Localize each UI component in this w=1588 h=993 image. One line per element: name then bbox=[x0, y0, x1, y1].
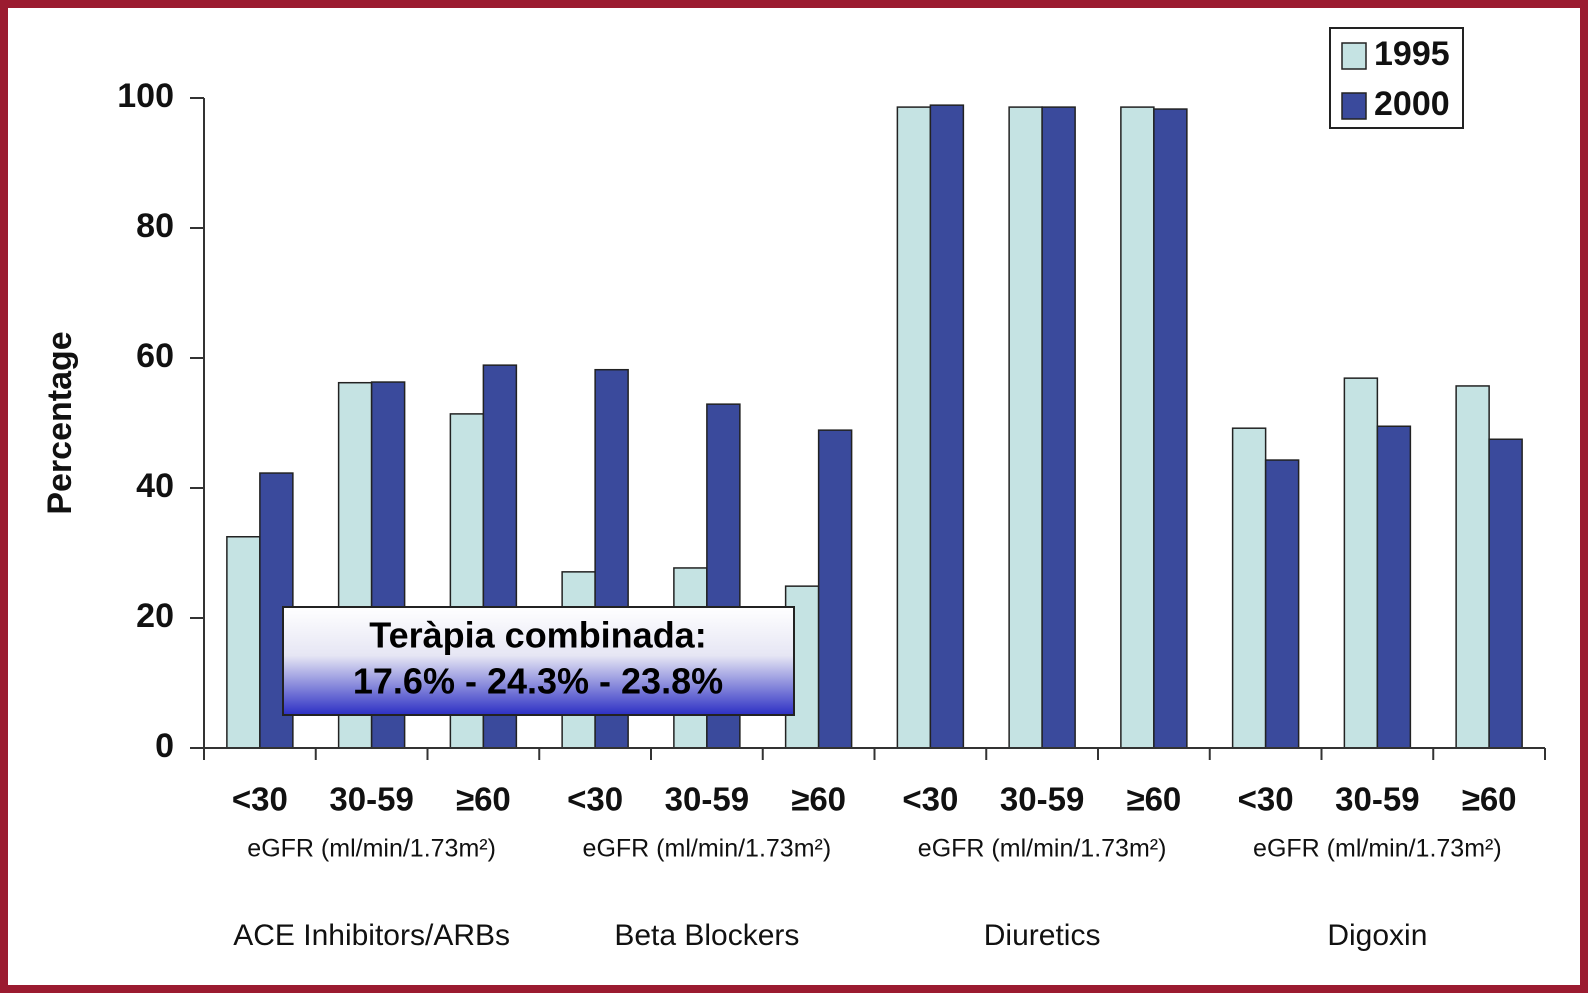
y-tick-label: 0 bbox=[155, 727, 174, 765]
annotation-text: Teràpia combinada: bbox=[369, 615, 706, 656]
bar bbox=[1488, 438, 1523, 749]
x-tick-label: ≥60 bbox=[1126, 781, 1181, 818]
x-tick-label: ≥60 bbox=[1462, 781, 1517, 818]
group-label: Digoxin bbox=[1327, 919, 1427, 952]
bar bbox=[1231, 427, 1267, 749]
x-axis-label: eGFR (ml/min/1.73m²) bbox=[247, 835, 496, 863]
legend-label: 2000 bbox=[1374, 85, 1450, 123]
group-label: ACE Inhibitors/ARBs bbox=[233, 919, 510, 952]
x-axis-label: eGFR (ml/min/1.73m²) bbox=[918, 835, 1167, 863]
legend-swatch bbox=[1341, 42, 1367, 70]
legend-swatch bbox=[1341, 92, 1367, 120]
group-label: Diuretics bbox=[984, 919, 1101, 952]
y-tick-label: 80 bbox=[136, 207, 174, 245]
bar bbox=[929, 104, 965, 749]
x-tick-label: 30-59 bbox=[1000, 781, 1084, 818]
x-tick-label: <30 bbox=[1238, 781, 1294, 818]
bar bbox=[1120, 106, 1155, 749]
x-tick-label: ≥60 bbox=[456, 781, 511, 818]
x-tick-label: <30 bbox=[567, 781, 623, 818]
bar bbox=[1343, 377, 1379, 749]
bar bbox=[226, 536, 261, 749]
x-tick-label: ≥60 bbox=[791, 781, 846, 818]
y-tick-label: 60 bbox=[136, 337, 174, 375]
y-axis-label: Percentage bbox=[41, 331, 79, 514]
group-label: Beta Blockers bbox=[614, 919, 799, 952]
bar bbox=[1264, 459, 1300, 749]
y-tick-label: 100 bbox=[117, 77, 174, 115]
bar bbox=[1376, 425, 1412, 749]
bar bbox=[1153, 108, 1188, 749]
bar bbox=[896, 106, 932, 749]
y-tick-label: 20 bbox=[136, 597, 174, 635]
x-tick-label: <30 bbox=[232, 781, 288, 818]
x-tick-label: 30-59 bbox=[1335, 781, 1419, 818]
bar bbox=[1455, 385, 1490, 749]
x-axis-label: eGFR (ml/min/1.73m²) bbox=[1253, 835, 1502, 863]
x-tick-label: 30-59 bbox=[665, 781, 749, 818]
bar bbox=[1041, 106, 1076, 749]
x-axis-label: eGFR (ml/min/1.73m²) bbox=[583, 835, 832, 863]
annotation-text: 17.6% - 24.3% - 23.8% bbox=[353, 661, 723, 702]
bar bbox=[1008, 106, 1043, 749]
legend-label: 1995 bbox=[1374, 35, 1450, 73]
y-tick-label: 40 bbox=[136, 467, 174, 505]
bar bbox=[817, 429, 853, 749]
annotation-box bbox=[282, 606, 795, 716]
x-tick-label: <30 bbox=[902, 781, 958, 818]
x-tick-label: 30-59 bbox=[329, 781, 413, 818]
